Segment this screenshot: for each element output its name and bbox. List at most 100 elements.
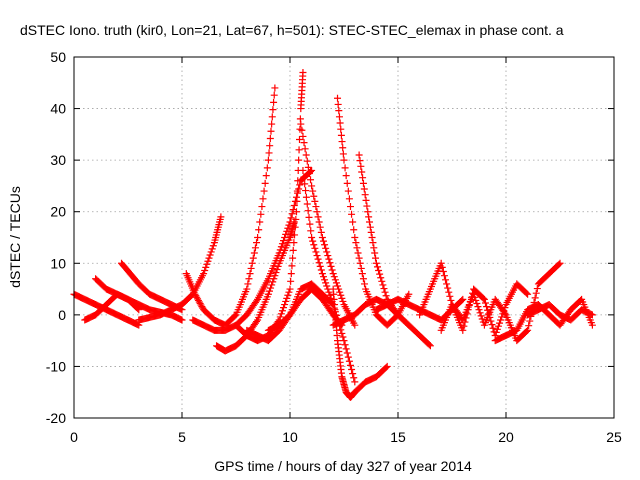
- data-point: [319, 237, 327, 245]
- data-point: [357, 162, 365, 170]
- data-point: [296, 136, 304, 144]
- data-point: [283, 294, 291, 302]
- y-tick-label: 0: [58, 307, 66, 323]
- data-point: [207, 248, 215, 256]
- data-point: [327, 294, 335, 302]
- x-tick-label: 15: [390, 429, 406, 445]
- data-point: [310, 241, 318, 249]
- data-point: [297, 120, 305, 128]
- data-point: [358, 168, 366, 176]
- data-point: [322, 279, 330, 287]
- data-point: [369, 239, 377, 247]
- data-point: [340, 156, 348, 164]
- data-point: [351, 321, 359, 329]
- data-point: [349, 218, 357, 226]
- data-point: [383, 362, 391, 370]
- data-point: [287, 270, 295, 278]
- data-point: [316, 223, 324, 231]
- y-tick-label: -20: [46, 410, 66, 426]
- data-point: [382, 363, 390, 371]
- data-point: [350, 374, 358, 382]
- data-point: [360, 185, 368, 193]
- data-point: [289, 246, 297, 254]
- data-point: [437, 259, 445, 267]
- axis-ticks: 0 5 10 15 20 25 -20 -10 0 10 20 30 40 50: [46, 49, 622, 445]
- data-point: [471, 293, 479, 301]
- data-point: [525, 322, 533, 330]
- series-1: [70, 290, 143, 329]
- data-point: [267, 284, 275, 292]
- chart-title: dSTEC Iono. truth (kir0, Lon=21, Lat=67,…: [20, 22, 564, 38]
- data-point: [204, 257, 212, 265]
- data-point: [479, 294, 487, 302]
- data-point: [348, 210, 356, 218]
- data-point: [196, 300, 204, 308]
- data-point: [339, 297, 347, 305]
- plot-frame: [73, 56, 615, 419]
- data-point: [271, 84, 279, 92]
- data-point: [342, 345, 350, 353]
- data-point: [267, 127, 275, 135]
- data-point: [264, 290, 272, 298]
- data-point: [262, 172, 270, 180]
- x-axis-label: GPS time / hours of day 327 of year 2014: [214, 458, 472, 474]
- data-point: [447, 296, 455, 304]
- data-point: [493, 325, 501, 333]
- data-point: [356, 157, 364, 165]
- data-point: [302, 187, 310, 195]
- data-point: [286, 285, 294, 293]
- data-point: [475, 306, 483, 314]
- series-5: [135, 213, 225, 324]
- data-point: [327, 262, 335, 270]
- data-point: [312, 203, 320, 211]
- data-point: [370, 244, 378, 252]
- data-point: [269, 278, 277, 286]
- data-point: [277, 243, 285, 251]
- data-point: [489, 324, 497, 332]
- data-point: [488, 321, 496, 329]
- data-point: [265, 149, 273, 157]
- data-point: [319, 273, 327, 281]
- data-point: [291, 231, 299, 239]
- data-point: [265, 287, 273, 295]
- data-point: [588, 311, 596, 319]
- data-point: [470, 290, 478, 298]
- data-point: [314, 213, 322, 221]
- data-point: [339, 333, 347, 341]
- data-point: [290, 239, 298, 247]
- data-point: [272, 269, 280, 277]
- x-tick-label: 25: [606, 429, 622, 445]
- data-point: [309, 237, 317, 245]
- data-point: [526, 317, 534, 325]
- data-point: [355, 151, 363, 159]
- data-point: [312, 248, 320, 256]
- data-point: [478, 315, 486, 323]
- data-point: [251, 244, 259, 252]
- data-point: [352, 239, 360, 247]
- data-point: [193, 293, 201, 301]
- data-point: [194, 296, 202, 304]
- data-point: [293, 197, 301, 205]
- data-point: [354, 249, 362, 257]
- data-point: [338, 294, 346, 302]
- data-point: [280, 304, 288, 312]
- data-point: [295, 146, 303, 154]
- data-point: [356, 259, 364, 267]
- data-point: [217, 213, 225, 221]
- data-point: [293, 187, 301, 195]
- data-point: [295, 156, 303, 164]
- data-point: [270, 275, 278, 283]
- data-point: [264, 156, 272, 164]
- data-point: [178, 316, 186, 324]
- data-point: [339, 144, 347, 152]
- y-tick-label: 40: [50, 101, 66, 117]
- data-point: [256, 218, 264, 226]
- data-point: [266, 142, 274, 150]
- data-point: [270, 98, 278, 106]
- data-point: [487, 317, 495, 325]
- data-point: [203, 260, 211, 268]
- data-point: [329, 270, 337, 278]
- data-point: [249, 254, 257, 262]
- data-point: [346, 203, 354, 211]
- data-point: [317, 228, 325, 236]
